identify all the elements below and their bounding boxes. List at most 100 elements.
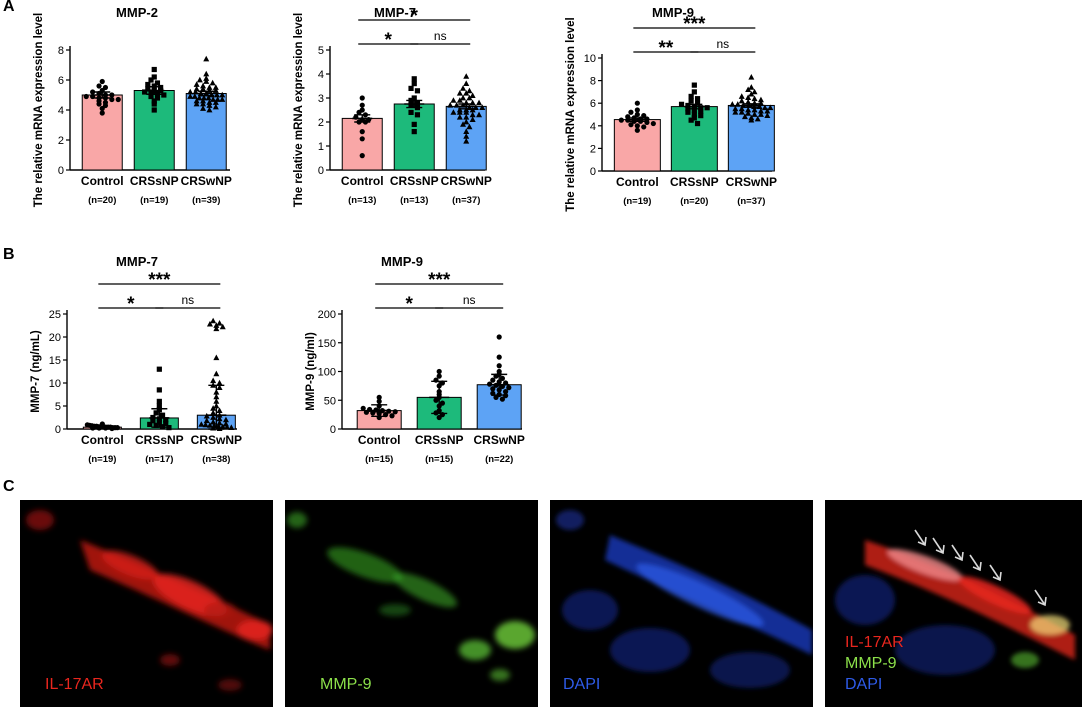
data-point	[196, 94, 203, 101]
data-point	[90, 89, 96, 95]
chart-title: MMP-7	[116, 254, 158, 269]
data-point	[154, 95, 161, 101]
data-point	[698, 113, 704, 119]
y-axis-label: MMP-7 (ng/mL)	[30, 330, 42, 413]
data-point	[96, 83, 102, 89]
significance-label: *	[385, 30, 393, 51]
chart-title: MMP-9	[381, 254, 423, 269]
significance-label: *	[405, 294, 413, 315]
data-point	[729, 101, 736, 107]
category-label: CRSsNP	[415, 433, 464, 447]
merge-label-il17ar: IL-17AR	[845, 634, 904, 651]
data-point	[356, 109, 362, 115]
dapi-stain-image	[556, 510, 812, 688]
data-point	[745, 86, 752, 93]
data-point	[641, 113, 647, 119]
data-point	[370, 410, 376, 416]
data-point	[628, 109, 634, 115]
data-point	[745, 110, 752, 116]
data-point	[151, 66, 157, 73]
data-point	[99, 110, 105, 116]
arrow-icon	[951, 544, 964, 562]
data-point	[738, 109, 745, 115]
data-point	[456, 97, 463, 103]
data-point	[359, 136, 365, 142]
data-point	[414, 88, 421, 94]
data-point	[704, 105, 710, 111]
n-label: (n=15)	[425, 454, 453, 465]
data-point	[688, 98, 694, 104]
data-point	[691, 89, 697, 95]
data-point	[748, 116, 755, 123]
data-point	[154, 80, 161, 86]
micrograph-il17ar: IL-17AR	[20, 500, 273, 707]
data-point	[151, 107, 157, 113]
significance-label: **	[658, 38, 673, 59]
data-point	[159, 412, 166, 418]
data-point	[210, 405, 217, 411]
y-tick-label: 20	[49, 332, 61, 344]
data-point	[436, 414, 442, 421]
data-point	[754, 115, 761, 122]
significance-label: *	[127, 294, 135, 315]
data-point	[224, 423, 231, 430]
data-point	[466, 87, 473, 94]
y-tick-label: 100	[318, 367, 336, 379]
data-point	[685, 102, 691, 109]
y-tick-label: 0	[590, 166, 596, 178]
category-label: CRSsNP	[130, 174, 179, 188]
data-point	[216, 320, 223, 326]
micrograph-dapi: DAPI	[550, 500, 813, 707]
data-point	[408, 85, 414, 91]
data-point	[166, 425, 172, 431]
arrow-icon	[914, 529, 927, 547]
data-point	[210, 418, 217, 425]
points-crswnp	[187, 55, 226, 113]
chart-title: MMP-9	[652, 5, 694, 20]
data-point	[411, 129, 417, 135]
data-point	[363, 409, 369, 415]
data-point	[213, 322, 220, 328]
bar-crssnp	[393, 103, 435, 171]
y-axis-label: The relative mRNA expression level	[33, 13, 45, 208]
data-point	[99, 78, 105, 85]
chart-mmp7-protein: MMP-7 MMP-7 (ng/mL) 0 5 10 15 20 25 Control (n=19…	[30, 254, 242, 465]
data-point	[691, 115, 697, 121]
chart-mmp9-protein: MMP-9 MMP-9 (ng/ml) 0 50 100 150 200 Control (n=…	[305, 254, 525, 465]
data-point	[433, 397, 439, 403]
data-point	[147, 421, 153, 427]
mmp9-label: MMP-9	[320, 676, 372, 693]
data-point	[738, 97, 745, 104]
data-point	[219, 323, 226, 330]
data-point	[634, 111, 640, 118]
data-point	[499, 396, 505, 402]
data-point	[691, 82, 697, 88]
data-point	[142, 89, 148, 95]
data-point	[634, 100, 640, 106]
y-tick-label: 1	[318, 141, 324, 153]
y-axis-label: The relative mRNA expression level	[565, 17, 577, 212]
data-point	[206, 102, 213, 108]
data-point	[751, 106, 758, 113]
y-tick-label: 0	[318, 165, 324, 177]
data-point	[751, 88, 758, 95]
data-point	[213, 370, 220, 377]
y-tick-label: 50	[324, 395, 336, 407]
data-point	[414, 100, 421, 106]
data-point	[641, 124, 647, 130]
data-point	[732, 105, 739, 112]
points-crswnp	[729, 74, 774, 123]
n-label: (n=19)	[623, 196, 651, 207]
data-point	[436, 373, 442, 379]
significance-label: *	[411, 6, 419, 27]
data-point	[634, 127, 640, 133]
data-point	[493, 394, 499, 400]
data-point	[216, 379, 223, 386]
data-point	[411, 121, 417, 127]
data-point	[767, 104, 774, 111]
points-control	[353, 95, 372, 159]
data-point	[187, 93, 194, 99]
y-tick-label: 8	[590, 76, 596, 88]
data-point	[741, 113, 748, 120]
